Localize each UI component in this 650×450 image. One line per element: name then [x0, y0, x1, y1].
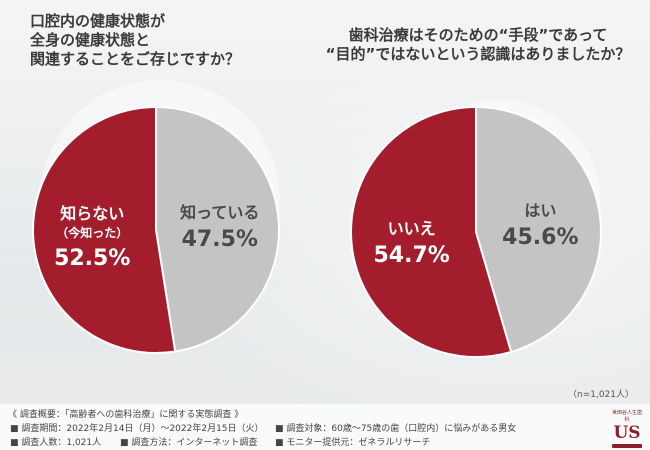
pie1-grey-label: 知っている: [180, 203, 259, 222]
survey-overview: 《 調査概要：「高齢者への歯科治療」に関する実態調査 》: [8, 410, 244, 420]
survey-provider: ■ モニター提供元：ゼネラルリサーチ: [275, 438, 431, 448]
pie1-grey-value: 47.5%: [182, 227, 258, 252]
pie2-red-label: いいえ: [388, 219, 436, 238]
pie1-red-value: 52.5%: [54, 246, 130, 271]
pie1-slice-red: [32, 105, 177, 354]
pie2-grey-value: 45.6%: [502, 225, 578, 250]
pie2-slice-grey: [475, 105, 602, 354]
survey-target: ■ 調査対象：60歳～75歳の歯（口腔内）に悩みがある男女: [275, 424, 517, 434]
pie2-slice-red: [350, 105, 513, 358]
logo-small-text: 世田谷人生歯科: [612, 410, 643, 423]
survey-footer: 《 調査概要：「高齢者への歯科治療」に関する実態調査 》 ■ 調査期間：2022…: [0, 404, 650, 450]
survey-respondents: ■ 調査人数：1,021人: [10, 438, 102, 448]
pie1-slice-grey: [155, 105, 281, 353]
pie2-grey-label: はい: [524, 201, 556, 220]
pie1-red-label: 知らない: [60, 204, 124, 223]
company-logo: 世田谷人生歯科 US: [612, 410, 643, 448]
survey-method: ■ 調査方法：インターネット調査: [120, 438, 258, 448]
question-1-title: 口腔内の健康状態が 全身の健康状態と 関連することをご存じですか？: [30, 12, 241, 68]
pie1-red-sublabel: （今知った）: [56, 225, 128, 240]
logo-text: US: [613, 423, 641, 443]
logo-bar: [612, 444, 642, 448]
pie2-red-value: 54.7%: [373, 243, 449, 268]
question-2-title: 歯科治療はそのための“手段”であって “目的”ではないという認識はありましたか？: [325, 26, 631, 63]
sample-size-note: （n=1,021人）: [567, 390, 634, 400]
survey-period: ■ 調査期間：2022年2月14日（月）～2022年2月15日（火）: [10, 424, 264, 434]
